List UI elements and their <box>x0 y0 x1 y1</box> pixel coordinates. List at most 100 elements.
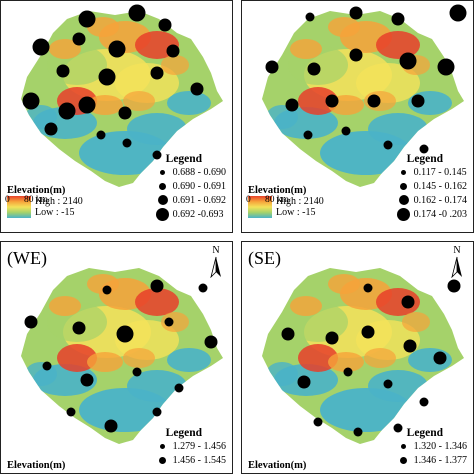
panel-label: (SE) <box>248 248 281 268</box>
station-dot <box>393 423 403 433</box>
station-dot <box>66 407 76 417</box>
station-dot <box>363 283 373 293</box>
station-dot <box>419 144 429 154</box>
station-dot <box>437 58 455 76</box>
elevation-zone <box>328 352 364 372</box>
elevation-zone <box>87 95 123 115</box>
station-dot <box>383 140 393 150</box>
station-dot <box>98 68 116 86</box>
station-dot <box>116 325 134 343</box>
station-dot <box>80 373 94 387</box>
station-dot <box>58 102 76 120</box>
station-dot <box>32 38 50 56</box>
station-dot <box>343 367 353 377</box>
station-dot <box>305 12 315 22</box>
panel-label: (WE) <box>7 248 47 268</box>
station-dot <box>128 4 146 22</box>
elevation-legend: Elevation(m) <box>248 460 306 471</box>
legend-item: 0.162 - 0.174 <box>397 193 467 207</box>
station-dot <box>108 40 126 58</box>
elevation-zone <box>364 348 396 368</box>
station-dot <box>150 279 164 293</box>
station-dot <box>281 327 295 341</box>
map-panel-bottom-left: (WE) N Elevation(m) Legend 1.279 - 1.456… <box>0 241 233 474</box>
station-dot <box>56 64 70 78</box>
legend-item: 0.145 - 0.162 <box>397 179 467 193</box>
elevation-low: Low : -15 <box>35 207 75 218</box>
station-dot <box>419 397 429 407</box>
station-dot <box>383 379 393 389</box>
elevation-zone <box>25 362 57 386</box>
station-legend: Legend 1.279 - 1.456 1.456 - 1.545 <box>156 427 226 467</box>
station-dot <box>285 98 299 112</box>
elevation-zone <box>161 312 189 332</box>
legend-item: 1.456 - 1.545 <box>156 453 226 467</box>
station-dot <box>72 32 86 46</box>
legend-title: Legend <box>165 153 203 165</box>
station-dot <box>44 122 58 136</box>
elevation-zone <box>368 370 428 402</box>
station-dot <box>367 94 381 108</box>
elevation-title: Elevation(m) <box>7 185 66 196</box>
elevation-zone <box>49 296 81 316</box>
elevation-zone <box>167 348 211 372</box>
north-arrow-icon <box>210 256 221 278</box>
scale-bar: 0 80 km <box>5 195 48 205</box>
elevation-zone <box>368 113 428 145</box>
legend-item: 0.174 -0 .203 <box>397 207 467 221</box>
legend-item: 0.117 - 0.145 <box>397 165 467 179</box>
elevation-title: Elevation(m) <box>248 460 307 471</box>
station-dot <box>174 383 184 393</box>
station-dot <box>447 279 461 293</box>
elevation-map <box>262 4 467 187</box>
station-dot <box>265 60 279 74</box>
elevation-zone <box>290 39 322 59</box>
elevation-zone <box>402 312 430 332</box>
station-dot <box>104 419 118 433</box>
north-arrow: N <box>206 245 226 278</box>
station-dot <box>102 285 112 295</box>
elevation-low: Low : -15 <box>276 207 316 218</box>
station-dot <box>325 331 339 345</box>
station-dot <box>158 18 172 32</box>
north-arrow-icon <box>451 256 462 278</box>
station-dot <box>118 106 132 120</box>
elevation-legend: Elevation(m) High : 2140 Low : -15 <box>7 185 83 218</box>
station-dot <box>433 351 447 365</box>
station-dot <box>391 12 405 26</box>
province-map <box>21 268 223 444</box>
province-map <box>21 4 223 187</box>
station-dot <box>198 283 208 293</box>
station-legend: Legend 1.320 - 1.346 1.346 - 1.377 <box>397 427 467 467</box>
elevation-title: Elevation(m) <box>248 185 307 196</box>
legend-title: Legend <box>165 427 203 439</box>
elevation-zone <box>290 296 322 316</box>
station-legend: Legend 0.117 - 0.145 0.145 - 0.162 0.162… <box>397 153 467 221</box>
elevation-zone <box>376 31 420 59</box>
elevation-zone <box>376 288 420 316</box>
elevation-zone <box>123 91 155 111</box>
elevation-zone <box>135 288 179 316</box>
legend-item: 1.346 - 1.377 <box>397 453 467 467</box>
station-dot <box>403 339 417 353</box>
station-dot <box>325 94 339 108</box>
elevation-map <box>21 268 223 444</box>
station-dot <box>152 150 162 160</box>
elevation-legend: Elevation(m) <box>7 460 65 471</box>
station-dot <box>401 295 415 309</box>
scale-label: 0 80 km <box>5 195 49 205</box>
map-panel-top-left: Elevation(m) High : 2140 Low : -15 0 80 … <box>0 0 233 233</box>
station-dot <box>297 375 311 389</box>
station-dot <box>449 4 467 22</box>
elevation-color-ramp <box>7 196 31 218</box>
station-dot <box>78 10 96 28</box>
station-dot <box>411 94 425 108</box>
legend-item: 1.279 - 1.456 <box>156 439 226 453</box>
station-dot <box>72 321 86 335</box>
station-dot <box>313 417 323 427</box>
province-map <box>262 268 464 444</box>
station-dot <box>399 52 417 70</box>
station-dot <box>353 427 363 437</box>
legend-item: 0.691 - 0.692 <box>156 193 226 207</box>
elevation-zone <box>167 91 211 115</box>
